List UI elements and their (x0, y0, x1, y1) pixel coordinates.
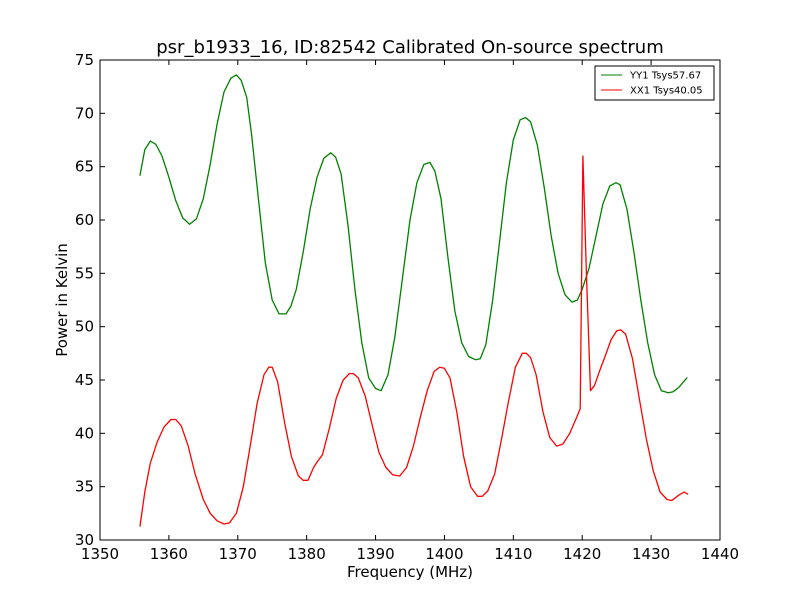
legend: YY1 Tsys57.67 XX1 Tsys40.05 (594, 65, 715, 101)
x-tick-label: 1390 (356, 545, 394, 563)
y-tick-label: 45 (75, 371, 94, 389)
y-tick-label: 40 (75, 424, 94, 442)
x-tick-label: 1430 (632, 545, 670, 563)
y-tick-label: 55 (75, 264, 94, 282)
y-tick-label: 75 (75, 51, 94, 69)
plot-frame (99, 59, 721, 541)
legend-box (594, 65, 715, 101)
series-group (139, 74, 689, 527)
series-line-0 (139, 74, 688, 394)
x-tick-label: 1410 (494, 545, 532, 563)
x-tick-label: 1350 (81, 545, 119, 563)
x-tick-label: 1360 (150, 545, 188, 563)
y-tick-label: 65 (75, 158, 94, 176)
x-tick-label: 1400 (425, 545, 463, 563)
y-tick-label: 50 (75, 318, 94, 336)
x-axis-label: Frequency (MHz) (347, 563, 473, 581)
x-tick-label: 1370 (219, 545, 257, 563)
y-tick-label: 30 (75, 531, 94, 549)
y-tick-label: 70 (75, 104, 94, 122)
chart-title: psr_b1933_16, ID:82542 Calibrated On-sou… (156, 37, 663, 58)
y-axis-label: Power in Kelvin (53, 243, 71, 357)
y-tick-label: 35 (75, 478, 94, 496)
x-tick-label: 1380 (288, 545, 326, 563)
x-tick-label: 1440 (701, 545, 739, 563)
x-tick-label: 1420 (563, 545, 601, 563)
ticks-group: 1350 1360 1370 1380 1390 1400 1410 1420 1430 1440… (75, 51, 739, 563)
y-tick-label: 60 (75, 211, 94, 229)
legend-label-xx1: XX1 Tsys40.05 (630, 86, 703, 97)
series-line-1 (139, 155, 689, 527)
plot-area: 1350 1360 1370 1380 1390 1400 1410 1420 1430 1440… (75, 51, 739, 563)
legend-label-yy1: YY1 Tsys57.67 (629, 71, 701, 82)
